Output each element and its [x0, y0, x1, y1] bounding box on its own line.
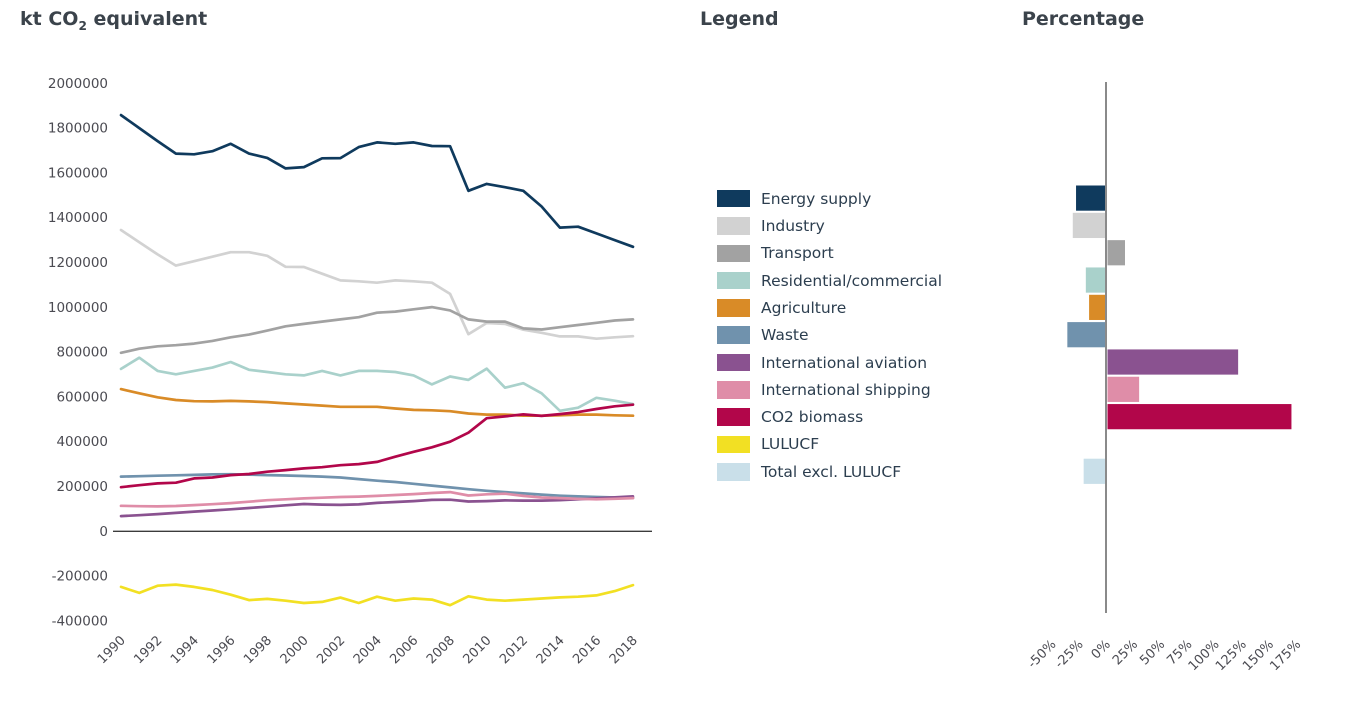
legend-item-label: Waste [761, 326, 809, 345]
line-chart-title-subscript: 2 [78, 18, 87, 33]
legend-item-international-aviation[interactable]: International aviation [717, 349, 942, 376]
percentage-axis-tick-label: 50% [1137, 637, 1168, 668]
x-axis-year-label: 2016 [570, 633, 604, 667]
legend-swatch-icon [717, 435, 750, 454]
x-axis-year-label: 2002 [314, 633, 348, 667]
percentage-bar-chart: -50%-25% 0%25%50%75%100%125%150%175% [1025, 82, 1304, 674]
bar-waste[interactable] [1066, 321, 1107, 349]
legend-item-label: International shipping [761, 380, 931, 399]
bar-residential-commercial[interactable] [1084, 266, 1107, 294]
legend-item-waste[interactable]: Waste [717, 322, 942, 349]
legend-item-label: CO2 biomass [761, 408, 864, 427]
y-axis-tick-label: 600000 [56, 389, 108, 405]
x-axis-year-label: 1996 [205, 633, 239, 667]
bar-industry[interactable] [1071, 211, 1107, 240]
percentage-chart-title: Percentage [1022, 8, 1145, 30]
line-residential-commercial[interactable] [119, 356, 635, 413]
line-international-aviation[interactable] [119, 495, 635, 518]
bar-international-shipping[interactable] [1106, 375, 1141, 403]
bar-international-aviation[interactable] [1106, 348, 1240, 376]
x-axis-year-label: 2004 [351, 633, 385, 667]
x-axis-year-label: 1998 [241, 633, 275, 667]
legend-item-co2-biomass[interactable]: CO2 biomass [717, 404, 942, 431]
line-international-shipping[interactable] [119, 490, 635, 508]
percentage-axis-tick-label: -50% [1025, 637, 1059, 671]
percentage-axis-tick-label: 25% [1110, 637, 1141, 668]
y-axis-tick-label: 1800000 [48, 121, 108, 137]
line-chart-title-suffix: equivalent [86, 8, 208, 30]
emissions-line-chart: 2000000180000016000001400000120000010000… [48, 76, 652, 667]
legend-swatch-icon [717, 271, 750, 290]
line-waste[interactable] [119, 472, 635, 500]
legend-swatch-icon [717, 299, 750, 317]
line-transport[interactable] [119, 305, 635, 355]
bar-energy-supply[interactable] [1075, 184, 1107, 212]
legend-swatch-icon [717, 244, 750, 263]
legend-swatch-icon [717, 189, 750, 208]
y-axis-tick-label: 1400000 [48, 210, 108, 226]
x-axis-year-label: 1992 [131, 633, 165, 667]
legend-item-label: LULUCF [761, 435, 820, 454]
legend-swatch-icon [717, 408, 750, 426]
x-axis-year-label: 1994 [168, 633, 202, 667]
legend-item-energy-supply[interactable]: Energy supply [717, 185, 942, 212]
legend-item-label: Residential/commercial [761, 271, 943, 290]
percentage-axis-tick-label: -25% [1052, 637, 1086, 671]
legend-item-label: Total excl. LULUCF [761, 462, 902, 481]
legend-item-label: Energy supply [761, 189, 872, 208]
y-axis-tick-label: -400000 [52, 613, 108, 629]
line-chart-title-prefix: kt CO [20, 8, 79, 30]
line-chart-title: kt CO2 equivalent [20, 8, 207, 33]
x-axis-year-label: 2006 [387, 633, 421, 667]
legend-swatch-icon [717, 381, 750, 399]
legend-item-transport[interactable]: Transport [717, 240, 942, 267]
legend-item-international-shipping[interactable]: International shipping [717, 376, 942, 403]
legend-item-label: Agriculture [761, 298, 847, 317]
legend-swatch-icon [717, 353, 750, 372]
y-axis-tick-label: 1000000 [48, 300, 108, 316]
y-axis-tick-label: 1200000 [48, 255, 108, 271]
legend-item-agriculture[interactable]: Agriculture [717, 294, 942, 321]
x-axis-year-label: 1990 [95, 633, 129, 667]
y-axis-tick-label: 2000000 [48, 76, 108, 92]
bar-total-excl-lulucf[interactable] [1082, 457, 1107, 485]
legend-item-residential-commercial[interactable]: Residential/commercial [717, 267, 942, 294]
line-energy-supply[interactable] [119, 113, 635, 249]
x-axis-year-label: 2012 [497, 633, 531, 667]
line-industry[interactable] [119, 228, 635, 341]
y-axis-tick-label: -200000 [52, 569, 108, 585]
bar-agriculture[interactable] [1088, 293, 1107, 321]
y-axis-tick-label: 400000 [56, 434, 108, 450]
legend-item-lulucf[interactable]: LULUCF [717, 431, 942, 458]
bar-transport[interactable] [1106, 239, 1126, 267]
y-axis-tick-label: 0 [99, 524, 108, 540]
line-agriculture[interactable] [119, 387, 635, 418]
legend-swatch-icon [717, 463, 750, 481]
y-axis-tick-label: 200000 [56, 479, 108, 495]
legend-item-label: Industry [761, 216, 825, 235]
legend-swatch-icon [717, 217, 750, 235]
line-lulucf[interactable] [119, 583, 635, 607]
x-axis-year-label: 2018 [607, 633, 641, 667]
legend-item-label: International aviation [761, 353, 928, 372]
legend-list: Energy supply Industry Transport Residentia… [717, 185, 942, 485]
legend-title: Legend [700, 8, 779, 30]
legend-item-label: Transport [761, 244, 834, 263]
x-axis-year-label: 2000 [278, 633, 312, 667]
legend-item-total-excl-lulucf[interactable]: Total excl. LULUCF [717, 458, 942, 485]
x-axis-year-label: 2008 [424, 633, 458, 667]
bar-co2-biomass[interactable] [1106, 403, 1293, 431]
legend-swatch-icon [717, 326, 750, 344]
x-axis-year-label: 2014 [534, 633, 568, 667]
percentage-axis-tick-label: 175% [1267, 637, 1304, 674]
y-axis-tick-label: 1600000 [48, 165, 108, 181]
legend-item-industry[interactable]: Industry [717, 212, 942, 239]
y-axis-tick-label: 800000 [56, 345, 108, 361]
x-axis-year-label: 2010 [461, 633, 495, 667]
line-co2-biomass[interactable] [119, 403, 635, 489]
